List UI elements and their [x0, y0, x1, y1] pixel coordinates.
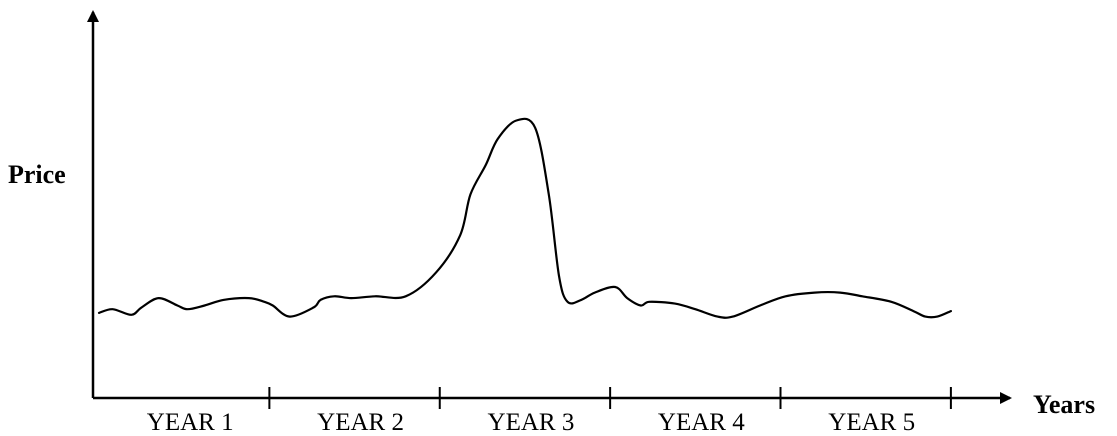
x-axis-label: Years: [1033, 390, 1095, 419]
x-tick-label: YEAR 3: [488, 409, 575, 436]
x-axis-category-labels: YEAR 1 YEAR 2 YEAR 3 YEAR 4 YEAR 5: [147, 409, 915, 436]
y-axis-label: Price: [8, 160, 66, 189]
price-series-line: [97, 117, 952, 319]
x-tick-label: YEAR 2: [317, 409, 404, 436]
x-tick-label: YEAR 5: [828, 409, 915, 436]
x-tick-label: YEAR 4: [658, 409, 745, 436]
x-axis-ticks: [268, 387, 952, 409]
x-tick-label: YEAR 1: [147, 409, 234, 436]
